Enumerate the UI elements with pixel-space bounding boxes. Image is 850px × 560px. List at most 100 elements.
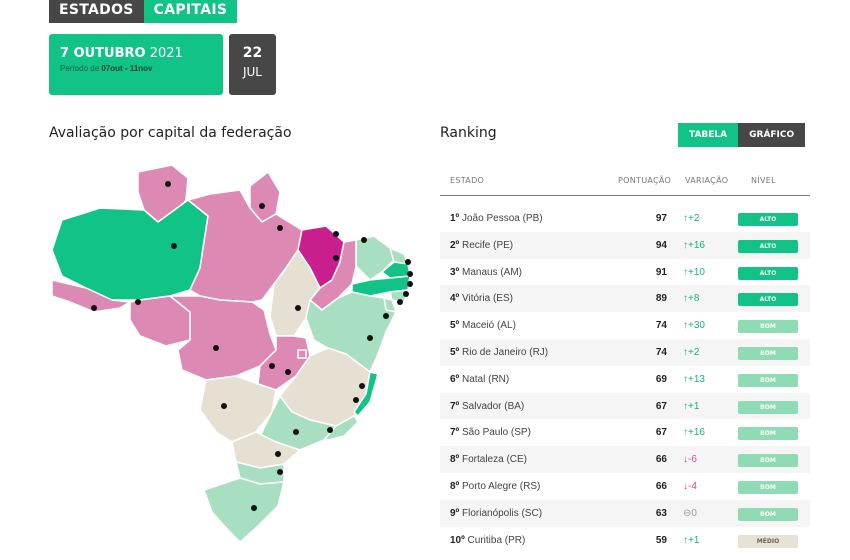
row-capital: 1º João Pessoa (PB) — [450, 213, 543, 224]
ranking-title: Ranking — [440, 125, 497, 141]
row-capital: 4º Vitória (ES) — [450, 293, 513, 305]
table-row[interactable]: 9º Florianópolis (SC) 63 ⊖0 BOM — [440, 499, 810, 527]
map-capital-dot[interactable] — [407, 271, 413, 277]
row-variation: ↓-4 — [683, 480, 697, 492]
tabela-button[interactable]: TABELA — [678, 123, 739, 147]
ranking-rows: 1º João Pessoa (PB) 97 ↑+2 ALTO 2º Recife (P… — [440, 205, 810, 553]
row-variation: ↑+2 — [683, 213, 700, 224]
map-capital-dot[interactable] — [403, 291, 409, 297]
row-score: 67 — [655, 400, 667, 412]
map-capital-dot[interactable] — [295, 305, 301, 311]
table-row[interactable]: 5º Maceió (AL) 74 ↑+30 BOM — [440, 312, 810, 339]
level-badge: BOM — [738, 320, 798, 334]
map-capital-dot[interactable] — [171, 243, 177, 249]
table-row[interactable]: 7º Salvador (BA) 67 ↑+1 BOM — [440, 392, 810, 420]
row-score: 66 — [655, 454, 667, 466]
level-badge: BOM — [738, 373, 798, 387]
row-variation: ↑+1 — [683, 400, 700, 412]
level-badge: BOM — [738, 427, 798, 441]
row-variation: ↓-6 — [683, 454, 697, 466]
header-pontuacao[interactable]: PONTUAÇÃO — [618, 176, 672, 185]
map-capital-dot[interactable] — [333, 231, 339, 237]
row-variation: ↑+16 — [683, 427, 705, 439]
row-capital: 6º Natal (RN) — [450, 373, 510, 385]
map-capital-dot[interactable] — [327, 427, 333, 433]
grafico-button[interactable]: GRÁFICO — [738, 123, 806, 147]
table-row[interactable]: 5º Rio de Janeiro (RJ) 74 ↑+2 BOM — [440, 338, 810, 366]
map-state-ac[interactable] — [51, 279, 131, 313]
tab-estados[interactable]: ESTADOS — [49, 0, 144, 23]
map-state-go[interactable] — [257, 335, 311, 391]
row-score: 59 — [655, 534, 667, 546]
table-row[interactable]: 8º Porto Alegre (RS) 66 ↓-4 BOM — [440, 473, 810, 500]
level-badge: BOM — [738, 454, 798, 468]
map-capital-dot[interactable] — [359, 383, 365, 389]
level-badge: BOM — [738, 507, 798, 521]
map-capital-dot[interactable] — [91, 305, 97, 311]
row-capital: 8º Fortaleza (CE) — [450, 454, 528, 466]
table-row[interactable]: 1º João Pessoa (PB) 97 ↑+2 ALTO — [440, 205, 810, 232]
map-capital-dot[interactable] — [277, 469, 283, 475]
next-date-card[interactable]: 22 JUL — [229, 34, 276, 95]
row-variation: ↑+16 — [683, 239, 705, 251]
row-capital: 3º Manaus (AM) — [450, 266, 523, 278]
level-badge: ALTO — [738, 239, 798, 253]
map-capital-dot[interactable] — [285, 369, 291, 375]
view-toggle: TABELA GRÁFICO — [678, 123, 806, 147]
table-row[interactable]: 10º Curitiba (PR) 59 ↑+1 MÉDIO — [440, 527, 810, 554]
row-capital: 7º Salvador (BA) — [450, 400, 525, 412]
map-capital-dot[interactable] — [269, 363, 275, 369]
row-score: 97 — [655, 213, 667, 224]
ranking-table: ESTADO PONTUAÇÃO VARIAÇÃO NÍVEL 1º João … — [440, 170, 810, 553]
row-score: 69 — [655, 373, 667, 385]
map-capital-dot[interactable] — [367, 335, 373, 341]
row-variation: ⊖0 — [683, 507, 697, 519]
row-capital: 10º Curitiba (PR) — [450, 534, 526, 546]
map-capital-dot[interactable] — [397, 299, 403, 305]
row-score: 94 — [655, 239, 667, 251]
map-capital-dot[interactable] — [221, 403, 227, 409]
table-row[interactable]: 4º Vitória (ES) 89 ↑+8 ALTO — [440, 285, 810, 313]
current-date-card[interactable]: 7 OUTUBRO 2021 Período de 07out - 11nov — [49, 34, 223, 95]
map-capital-dot[interactable] — [213, 345, 219, 351]
map-capital-dot[interactable] — [275, 451, 281, 457]
map-capital-dot[interactable] — [353, 397, 359, 403]
map-capital-dot[interactable] — [333, 255, 339, 261]
map-state-ms[interactable] — [199, 375, 277, 443]
table-row[interactable]: 8º Fortaleza (CE) 66 ↓-6 BOM — [440, 446, 810, 473]
ranking-table-header: ESTADO PONTUAÇÃO VARIAÇÃO NÍVEL — [440, 170, 810, 196]
row-score: 89 — [655, 293, 667, 305]
table-row[interactable]: 6º Natal (RN) 69 ↑+13 BOM — [440, 366, 810, 393]
header-estado[interactable]: ESTADO — [450, 176, 485, 185]
level-badge: ALTO — [738, 293, 798, 307]
tab-capitais[interactable]: CAPITAIS — [143, 0, 238, 23]
map-state-df[interactable] — [297, 349, 307, 359]
row-capital: 9º Florianópolis (SC) — [450, 507, 543, 519]
map-capital-dot[interactable] — [165, 181, 171, 187]
map-state-es[interactable] — [353, 371, 379, 417]
row-score: 91 — [655, 266, 667, 278]
map-state-rs[interactable] — [203, 477, 285, 543]
table-row[interactable]: 7º São Paulo (SP) 67 ↑+16 BOM — [440, 419, 810, 446]
header-nivel[interactable]: NÍVEL — [751, 176, 776, 185]
row-capital: 5º Maceió (AL) — [450, 320, 516, 332]
map-capital-dot[interactable] — [361, 237, 367, 243]
map-capital-dot[interactable] — [135, 299, 141, 305]
row-score: 74 — [655, 320, 667, 332]
map-state-pb[interactable] — [381, 261, 411, 279]
map-capital-dot[interactable] — [405, 259, 411, 265]
map-capital-dot[interactable] — [277, 225, 283, 231]
level-tabs: ESTADOS CAPITAIS — [49, 0, 238, 23]
level-badge: MÉDIO — [738, 534, 798, 548]
map-capital-dot[interactable] — [383, 313, 389, 319]
table-row[interactable]: 2º Recife (PE) 94 ↑+16 ALTO — [440, 231, 810, 259]
map-state-rj[interactable] — [323, 415, 359, 441]
map-capital-dot[interactable] — [251, 505, 257, 511]
row-score: 67 — [655, 427, 667, 439]
header-variacao[interactable]: VARIAÇÃO — [685, 176, 729, 185]
level-badge: BOM — [738, 480, 798, 494]
map-capital-dot[interactable] — [259, 203, 265, 209]
map-capital-dot[interactable] — [407, 281, 413, 287]
table-row[interactable]: 3º Manaus (AM) 91 ↑+10 ALTO — [440, 259, 810, 286]
map-capital-dot[interactable] — [293, 429, 299, 435]
